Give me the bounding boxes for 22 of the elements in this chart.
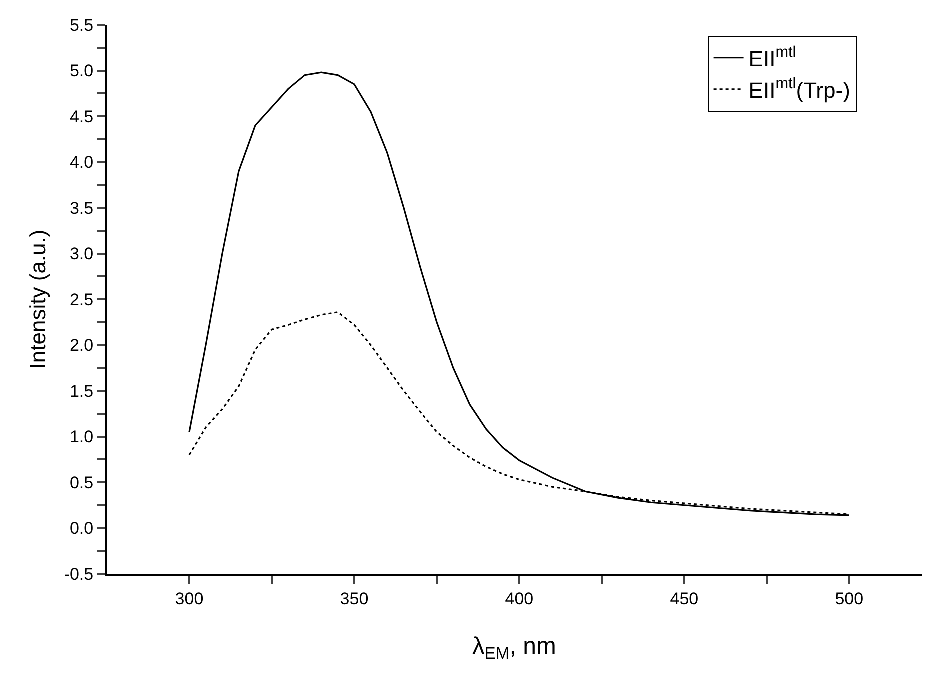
legend-label: EII$^{mtl}$ — [748, 44, 796, 72]
y-tick-label: 5.5 — [70, 16, 94, 35]
text: 0.0 — [70, 519, 94, 538]
x-tick-label: 450 — [670, 589, 699, 608]
text: 4.0 — [70, 153, 94, 172]
x-tick-label: 500 — [835, 589, 864, 608]
x-tick-label: 300 — [175, 589, 204, 608]
y-tick-label: 0.5 — [70, 473, 94, 492]
x-axis-title: λ$_{EM}$, nm — [472, 633, 556, 664]
y-tick-label: 3.5 — [70, 198, 94, 218]
text: 2.0 — [70, 336, 94, 356]
text: 3.0 — [70, 244, 94, 264]
y-tick-label: 1.5 — [70, 382, 94, 401]
y-tick-label: -0.5 — [64, 564, 94, 584]
y-axis-title: Intensity (a.u.) — [26, 230, 51, 370]
y-tick-label: 2.5 — [70, 290, 94, 310]
text: 1.0 — [70, 428, 94, 447]
text: 5.0 — [70, 62, 94, 81]
y-tick-label: 4.5 — [70, 107, 94, 126]
x-tick-label: 400 — [505, 589, 534, 608]
legend-label: EII$^{mtl}$(Trp-) — [748, 76, 850, 103]
x-tick-label: 350 — [340, 589, 369, 608]
